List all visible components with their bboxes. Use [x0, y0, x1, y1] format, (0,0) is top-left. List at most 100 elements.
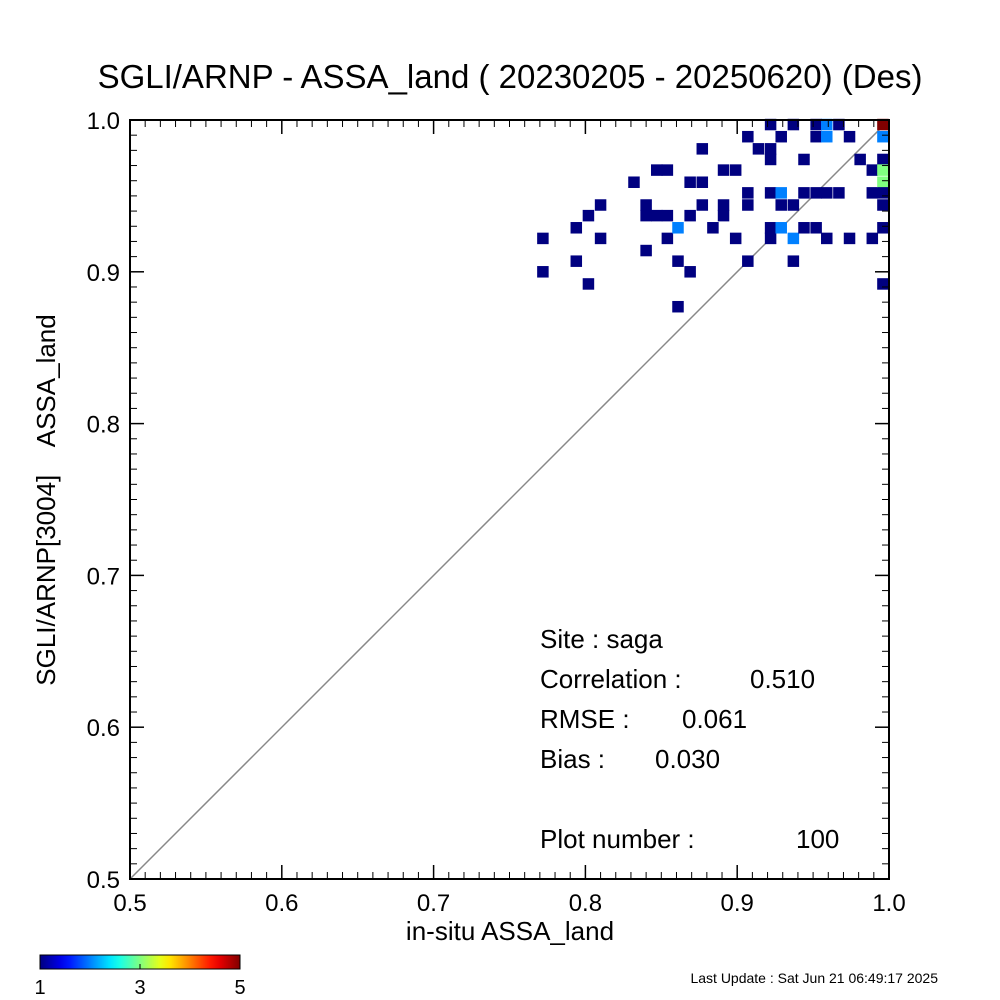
- colorbar-tick-label: 3: [134, 977, 145, 999]
- stat-value: 0.510: [750, 664, 815, 694]
- density-cell: [764, 232, 777, 245]
- chart-title: SGLI/ARNP - ASSA_land ( 20230205 - 20250…: [98, 58, 923, 95]
- x-tick-label: 0.8: [569, 890, 602, 917]
- density-cell: [877, 130, 889, 143]
- density-cell: [672, 222, 684, 234]
- density-cell: [672, 255, 684, 267]
- density-cell: [775, 130, 787, 143]
- density-cell: [742, 255, 754, 267]
- density-cell: [833, 187, 845, 199]
- y-tick-label: 0.5: [87, 867, 120, 894]
- density-cell: [877, 118, 889, 131]
- density-cell: [661, 164, 674, 176]
- x-tick-label: 1.0: [872, 890, 905, 917]
- density-cell: [821, 130, 833, 143]
- colorbar-tick-label: 1: [34, 977, 45, 999]
- density-cell: [821, 232, 833, 245]
- density-cell: [661, 232, 674, 245]
- density-cell: [764, 118, 777, 131]
- density-cell: [717, 164, 730, 176]
- density-cell: [582, 278, 595, 290]
- density-cell: [640, 209, 652, 222]
- density-cell: [854, 153, 866, 166]
- density-cell: [650, 209, 663, 222]
- y-tick-label: 0.8: [87, 412, 120, 439]
- density-cell: [877, 164, 889, 176]
- density-cell: [717, 209, 730, 222]
- density-cell: [594, 199, 607, 211]
- density-cell: [798, 153, 810, 166]
- y-tick-label: 1.0: [87, 108, 120, 135]
- density-cell: [877, 153, 889, 166]
- density-cell: [877, 199, 889, 211]
- density-cell: [742, 187, 754, 199]
- stat-label: Plot number :: [540, 824, 695, 854]
- density-cell: [764, 153, 777, 166]
- y-tick-label: 0.6: [87, 715, 120, 742]
- density-cell: [684, 176, 696, 188]
- density-cell: [810, 130, 822, 143]
- density-cell: [821, 187, 833, 199]
- density-cell: [866, 164, 879, 176]
- density-cell: [570, 222, 583, 234]
- colorbar-tick-label: 5: [234, 977, 245, 999]
- x-axis-label: in-situ ASSA_land: [406, 916, 614, 946]
- y-axis-label: SGLI/ARNP[3004] ASSA_land: [31, 314, 61, 685]
- x-tick-label: 0.6: [265, 890, 298, 917]
- density-cell: [672, 300, 684, 313]
- density-cell: [787, 232, 800, 245]
- density-cell: [717, 199, 730, 211]
- density-cell: [742, 130, 754, 143]
- density-cell: [843, 232, 856, 245]
- density-cell: [775, 199, 787, 211]
- density-cell: [570, 255, 583, 267]
- stat-label: Site : saga: [540, 624, 663, 654]
- density-cell: [582, 209, 595, 222]
- density-cell: [707, 222, 719, 234]
- density-cell: [866, 232, 879, 245]
- stat-label: RMSE :: [540, 704, 630, 734]
- density-cell: [537, 232, 549, 245]
- density-cell: [775, 187, 787, 199]
- density-cell: [650, 164, 663, 176]
- stat-value: 0.061: [682, 704, 747, 734]
- stat-label: Bias :: [540, 744, 605, 774]
- density-cell: [787, 118, 800, 131]
- density-cell: [537, 266, 549, 278]
- density-cell: [742, 199, 754, 211]
- density-cell: [866, 187, 879, 199]
- density-cell: [877, 176, 889, 188]
- y-tick-label: 0.7: [87, 563, 120, 590]
- density-cell: [696, 199, 709, 211]
- density-cell: [764, 143, 777, 155]
- density-cell: [810, 187, 822, 199]
- x-tick-label: 0.7: [417, 890, 450, 917]
- density-cell: [729, 232, 742, 245]
- y-tick-label: 0.9: [87, 260, 120, 287]
- density-cell: [821, 118, 833, 131]
- density-cell: [696, 176, 709, 188]
- density-cell: [684, 266, 696, 278]
- density-cell: [798, 222, 810, 234]
- one-to-one-line: [129, 119, 890, 880]
- density-cell: [628, 176, 640, 188]
- x-tick-label: 0.5: [113, 890, 146, 917]
- density-cell: [752, 143, 765, 155]
- stat-label: Correlation :: [540, 664, 682, 694]
- density-cell: [877, 278, 889, 290]
- density-cell: [877, 187, 889, 199]
- footer: Last Update : Sat Jun 21 06:49:17 2025: [690, 970, 938, 986]
- density-cell: [787, 255, 800, 267]
- density-cell: [640, 244, 652, 257]
- stat-value: 0.030: [655, 744, 720, 774]
- density-cell: [798, 187, 810, 199]
- density-cell: [640, 199, 652, 211]
- density-cell: [764, 222, 777, 234]
- stat-value: 100: [796, 824, 839, 854]
- density-cell: [877, 222, 889, 234]
- density-cell: [764, 187, 777, 199]
- density-cell: [810, 222, 822, 234]
- density-cell: [787, 199, 800, 211]
- density-cell: [833, 118, 845, 131]
